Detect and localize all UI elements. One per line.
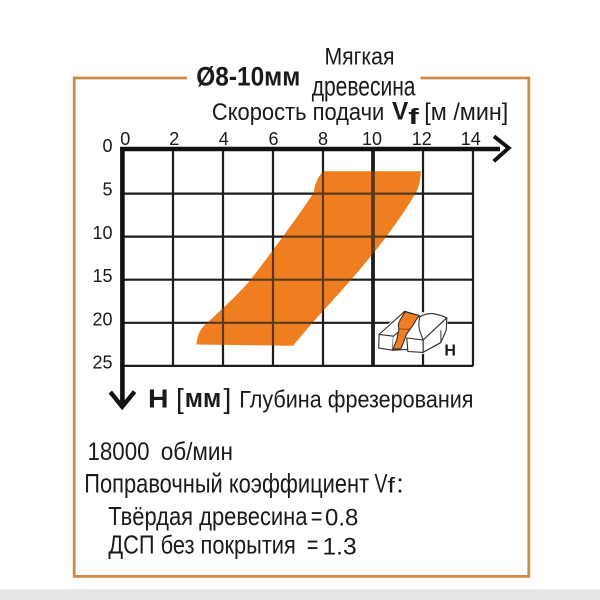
svg-text:25: 25 [92, 352, 112, 372]
svg-text:4: 4 [219, 129, 229, 149]
svg-text:древесина: древесина [312, 71, 416, 102]
svg-text:1.3: 1.3 [323, 534, 357, 561]
svg-text:=: = [307, 530, 319, 560]
svg-text:10: 10 [362, 129, 382, 149]
svg-text:5: 5 [102, 180, 112, 200]
svg-text:18000: 18000 [88, 438, 150, 466]
svg-text:[м /мин]: [м /мин] [424, 99, 508, 126]
svg-text:15: 15 [92, 266, 112, 286]
svg-text:Твёрдая древесина: Твёрдая древесина [108, 501, 308, 531]
svg-text:[: [ [176, 383, 184, 414]
svg-text:H: H [444, 342, 456, 359]
svg-text:f: f [388, 474, 396, 497]
svg-text:об/мин: об/мин [161, 438, 233, 466]
svg-text:20: 20 [92, 309, 112, 329]
svg-text:14: 14 [461, 129, 481, 149]
svg-text:мм: мм [185, 383, 222, 413]
svg-text:Ø8-10мм: Ø8-10мм [196, 62, 300, 92]
svg-text:0: 0 [102, 136, 112, 156]
svg-text:8: 8 [318, 129, 328, 149]
svg-text:Мягкая: Мягкая [325, 44, 395, 71]
svg-text:0.8: 0.8 [325, 504, 358, 531]
svg-text:]: ] [224, 383, 232, 414]
svg-text:10: 10 [92, 223, 112, 243]
svg-text::: : [396, 468, 404, 498]
svg-text:H: H [148, 384, 169, 414]
svg-text:0: 0 [120, 129, 130, 149]
svg-text:6: 6 [268, 129, 278, 149]
svg-text:f: f [408, 104, 419, 129]
svg-text:V: V [375, 468, 388, 498]
svg-text:V: V [392, 97, 409, 125]
svg-text:Скорость подачи: Скорость подачи [212, 99, 384, 126]
svg-text:ДСП без покрытия: ДСП без покрытия [108, 530, 295, 560]
svg-text:2: 2 [169, 129, 179, 149]
svg-text:=: = [311, 501, 323, 531]
svg-text:12: 12 [412, 129, 432, 149]
svg-text:Поправочный коэффициент: Поправочный коэффициент [84, 468, 369, 498]
svg-text:Глубина фрезерования: Глубина фрезерования [239, 386, 473, 413]
